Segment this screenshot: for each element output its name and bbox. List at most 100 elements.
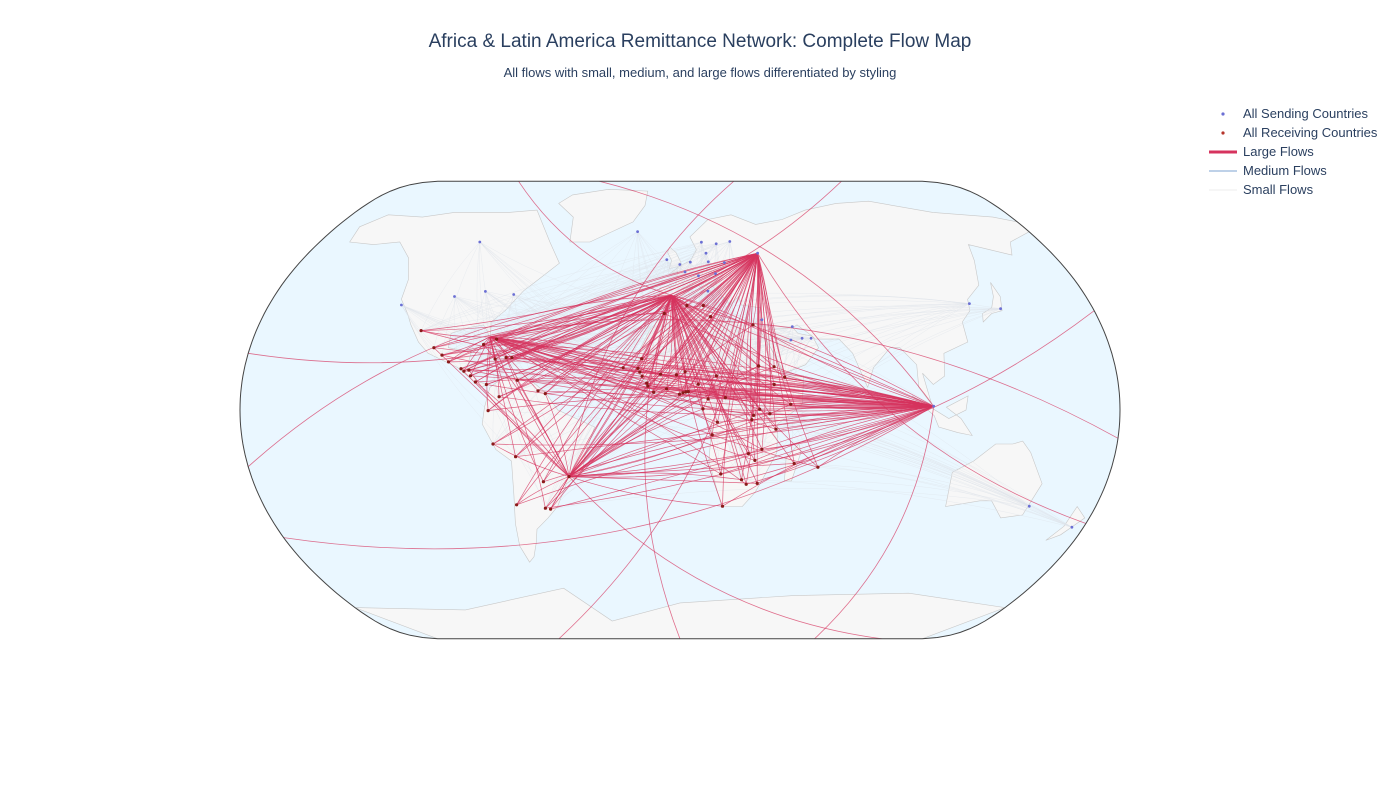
receiving-country-marker[interactable] — [514, 455, 518, 459]
sending-country-marker[interactable] — [809, 336, 813, 340]
receiving-country-marker[interactable] — [686, 390, 690, 394]
legend-item[interactable]: Large Flows — [1206, 142, 1377, 161]
receiving-country-marker[interactable] — [515, 378, 519, 382]
receiving-country-marker[interactable] — [684, 390, 688, 394]
receiving-country-marker[interactable] — [432, 346, 436, 350]
receiving-country-marker[interactable] — [739, 478, 744, 482]
receiving-country-marker[interactable] — [685, 303, 689, 308]
receiving-country-marker[interactable] — [677, 392, 682, 396]
receiving-country-marker[interactable] — [783, 375, 787, 379]
receiving-country-marker[interactable] — [662, 311, 666, 316]
receiving-country-marker[interactable] — [462, 369, 466, 373]
receiving-country-marker[interactable] — [789, 402, 793, 406]
receiving-country-marker[interactable] — [486, 409, 490, 413]
receiving-country-marker[interactable] — [714, 374, 719, 378]
receiving-country-marker[interactable] — [719, 472, 723, 476]
sending-country-marker[interactable] — [800, 336, 804, 340]
receiving-country-marker[interactable] — [645, 381, 649, 385]
sending-country-marker[interactable] — [714, 242, 718, 246]
receiving-country-marker[interactable] — [504, 356, 508, 360]
sending-country-marker[interactable] — [723, 261, 726, 264]
legend-item[interactable]: Small Flows — [1206, 180, 1377, 199]
legend-item[interactable]: Medium Flows — [1206, 161, 1377, 180]
receiving-country-marker[interactable] — [543, 392, 547, 396]
receiving-country-marker[interactable] — [510, 356, 514, 360]
sending-country-marker[interactable] — [704, 251, 708, 255]
receiving-country-marker[interactable] — [484, 382, 488, 387]
receiving-country-marker[interactable] — [640, 357, 644, 361]
receiving-country-marker[interactable] — [772, 365, 776, 369]
receiving-country-marker[interactable] — [674, 373, 679, 377]
receiving-country-marker[interactable] — [665, 387, 669, 391]
receiving-country-marker[interactable] — [760, 447, 764, 451]
receiving-country-marker[interactable] — [710, 433, 714, 437]
receiving-country-marker[interactable] — [473, 380, 477, 384]
receiving-country-marker[interactable] — [744, 482, 748, 486]
sending-country-marker[interactable] — [706, 289, 710, 293]
receiving-country-marker[interactable] — [757, 364, 761, 368]
sending-country-marker[interactable] — [512, 293, 516, 296]
receiving-country-marker[interactable] — [493, 357, 497, 361]
receiving-country-marker[interactable] — [515, 503, 519, 507]
receiving-country-marker[interactable] — [543, 506, 548, 510]
receiving-country-marker[interactable] — [419, 329, 423, 333]
sending-country-marker[interactable] — [790, 325, 794, 328]
receiving-country-marker[interactable] — [746, 452, 751, 456]
receiving-country-marker[interactable] — [491, 442, 495, 446]
receiving-country-marker[interactable] — [706, 397, 710, 401]
receiving-country-marker[interactable] — [567, 475, 571, 479]
receiving-country-marker[interactable] — [440, 353, 444, 357]
sending-country-marker[interactable] — [932, 404, 936, 408]
receiving-country-marker[interactable] — [720, 504, 725, 508]
receiving-country-marker[interactable] — [751, 323, 755, 327]
sending-country-marker[interactable] — [697, 274, 700, 278]
receiving-country-marker[interactable] — [683, 370, 687, 374]
receiving-country-marker[interactable] — [638, 370, 642, 374]
sending-country-marker[interactable] — [706, 260, 710, 264]
legend-item[interactable]: All Receiving Countries — [1206, 123, 1377, 142]
sending-country-marker[interactable] — [688, 260, 692, 264]
receiving-country-marker[interactable] — [482, 342, 486, 347]
receiving-country-marker[interactable] — [659, 372, 663, 376]
receiving-country-marker[interactable] — [497, 395, 501, 399]
sending-country-marker[interactable] — [683, 270, 687, 274]
sending-country-marker[interactable] — [700, 240, 703, 244]
receiving-country-marker[interactable] — [755, 481, 759, 485]
sending-country-marker[interactable] — [453, 295, 456, 298]
receiving-country-marker[interactable] — [636, 366, 640, 370]
receiving-country-marker[interactable] — [621, 366, 625, 370]
sending-country-marker[interactable] — [484, 290, 487, 293]
sending-country-marker[interactable] — [999, 307, 1002, 311]
receiving-country-marker[interactable] — [696, 382, 700, 386]
sending-country-marker[interactable] — [1070, 525, 1074, 529]
receiving-country-marker[interactable] — [750, 418, 754, 422]
receiving-country-marker[interactable] — [468, 374, 473, 378]
receiving-country-marker[interactable] — [640, 374, 644, 378]
sending-country-marker[interactable] — [728, 240, 732, 243]
receiving-country-marker[interactable] — [549, 507, 553, 511]
sending-country-marker[interactable] — [968, 302, 971, 305]
receiving-country-marker[interactable] — [792, 461, 796, 466]
receiving-country-marker[interactable] — [536, 389, 540, 393]
receiving-country-marker[interactable] — [758, 407, 762, 411]
receiving-country-marker[interactable] — [681, 391, 685, 395]
sending-country-marker[interactable] — [678, 263, 682, 266]
legend-item[interactable]: All Sending Countries — [1206, 104, 1377, 123]
receiving-country-marker[interactable] — [459, 367, 463, 371]
receiving-country-marker[interactable] — [652, 390, 656, 394]
receiving-country-marker[interactable] — [541, 480, 546, 484]
sending-country-marker[interactable] — [636, 230, 639, 234]
receiving-country-marker[interactable] — [753, 458, 757, 462]
receiving-country-marker[interactable] — [816, 465, 820, 469]
receiving-country-marker[interactable] — [646, 384, 650, 388]
sending-country-marker[interactable] — [756, 251, 759, 255]
receiving-country-marker[interactable] — [715, 420, 720, 424]
receiving-country-marker[interactable] — [752, 413, 756, 417]
sending-country-marker[interactable] — [478, 240, 482, 244]
receiving-country-marker[interactable] — [723, 396, 728, 400]
receiving-country-marker[interactable] — [701, 303, 705, 308]
sending-country-marker[interactable] — [714, 272, 717, 275]
receiving-country-marker[interactable] — [495, 337, 499, 341]
sending-country-marker[interactable] — [760, 318, 764, 322]
